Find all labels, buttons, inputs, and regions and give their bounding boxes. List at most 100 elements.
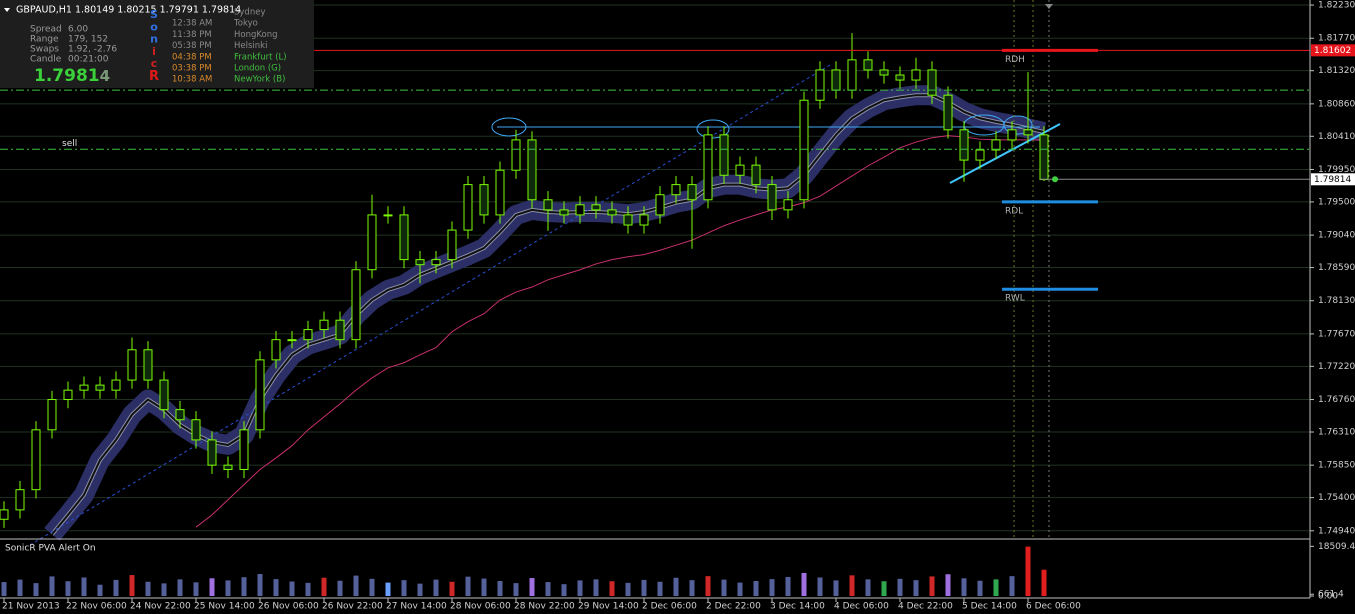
candle-body	[703, 134, 713, 201]
support-trendline	[949, 123, 1061, 184]
candle-body	[1039, 134, 1049, 181]
candle-body	[783, 199, 793, 211]
x-tick-label: 28 Nov 22:00	[514, 602, 575, 612]
candle-body	[943, 94, 953, 131]
volume-bar	[465, 576, 471, 596]
x-tick-label: 25 Nov 14:00	[194, 602, 255, 612]
sonic-letter: o	[150, 20, 158, 33]
volume-bar	[721, 579, 727, 596]
volume-bar	[673, 577, 679, 596]
x-tick-label: 6 Dec 06:00	[1026, 602, 1081, 612]
volume-bar	[657, 581, 663, 596]
volume-bar	[593, 579, 599, 596]
info-value: 00:21:00	[68, 55, 109, 65]
volume-bar	[145, 581, 151, 596]
candle-body	[495, 169, 505, 216]
volume-bar	[753, 580, 759, 596]
candle-body	[127, 349, 137, 381]
volume-bar	[273, 579, 279, 596]
x-tick-label: 22 Nov 06:00	[66, 602, 127, 612]
session-time: 12:38 AM	[172, 19, 212, 29]
candle-body	[1023, 129, 1033, 136]
candle-body	[351, 269, 361, 341]
y-tick-label: 1.75850	[1318, 461, 1355, 471]
volume-bar	[897, 578, 903, 596]
candle-body	[47, 399, 57, 431]
volume-bar	[1009, 576, 1015, 596]
session-time: 03:38 PM	[172, 64, 212, 74]
session-time: 04:38 PM	[172, 52, 212, 62]
volume-bar	[241, 577, 247, 596]
candle-body	[863, 59, 873, 71]
sonic-letter: i	[152, 45, 156, 58]
x-tick-label: 3 Dec 14:00	[770, 602, 825, 612]
info-value: 6.00	[68, 25, 88, 35]
candle-body	[463, 184, 473, 231]
y-tick-label: 1.76760	[1318, 395, 1355, 405]
volume-bar	[993, 579, 999, 596]
volume-bar	[385, 582, 391, 596]
info-label: Range	[30, 35, 59, 45]
volume-bar	[833, 580, 839, 596]
volume-bar	[1025, 546, 1031, 596]
candle-body	[959, 129, 969, 161]
volume-bar	[865, 579, 871, 596]
big-price-main: 1.7981	[34, 66, 100, 86]
candle-body	[319, 319, 329, 331]
volume-bar	[17, 579, 23, 596]
candle-body	[335, 319, 345, 341]
session-city: Frankfurt (L)	[234, 52, 287, 62]
x-tick-label: 26 Nov 22:00	[322, 602, 383, 612]
level-name: RDL	[1005, 206, 1023, 216]
candle-body	[991, 139, 1001, 151]
big-price: 1.79814	[34, 66, 110, 86]
x-tick-label: 29 Nov 14:00	[578, 602, 639, 612]
candle-body	[687, 184, 697, 201]
volume-bar	[705, 576, 711, 596]
session-city: NewYork (B)	[234, 75, 285, 85]
info-value: 179, 152	[68, 35, 108, 45]
candle-body	[415, 259, 425, 266]
last-price-dot	[1052, 176, 1058, 183]
volume-bar	[641, 579, 647, 596]
volume-layer: 18509.4 661.40.00	[1, 542, 1355, 602]
menu-triangle[interactable]	[4, 8, 10, 12]
volume-bar	[33, 583, 39, 596]
x-tick-label: 24 Nov 22:00	[130, 602, 191, 612]
info-panel	[0, 0, 314, 88]
candle-body	[63, 389, 73, 401]
symbol-title: GBPAUD,H1 1.80149 1.80215 1.79791 1.7981…	[16, 5, 241, 16]
x-tick-label: 21 Nov 2013	[2, 602, 60, 612]
candle-body	[815, 69, 825, 101]
y-tick-label: 1.81320	[1318, 66, 1355, 76]
candle-body	[719, 134, 729, 176]
volume-bar	[1041, 569, 1047, 596]
big-price-last: 4	[100, 67, 110, 85]
candle-body	[927, 69, 937, 96]
candle-layer	[0, 33, 1049, 528]
shift-marker	[1045, 4, 1053, 9]
candle-body	[287, 339, 297, 342]
session-time: 05:38 PM	[172, 41, 212, 51]
candle-body	[111, 379, 121, 391]
last-price-label: 1.79814	[1314, 175, 1351, 185]
volume-bar	[929, 576, 935, 596]
volume-bar	[497, 580, 503, 596]
candle-body	[303, 329, 313, 341]
candle-body	[95, 384, 105, 391]
x-tick-label: 28 Nov 06:00	[450, 602, 511, 612]
volume-bar	[209, 578, 215, 596]
level-price-box	[1311, 44, 1355, 57]
candle-body	[591, 204, 601, 211]
y-tick-label: 0.00	[1318, 592, 1338, 602]
info-value: 1.92, -2.76	[68, 45, 117, 55]
volume-bar	[689, 580, 695, 596]
candle-body	[15, 489, 25, 511]
candle-body	[479, 184, 489, 216]
volume-bar	[913, 580, 919, 596]
volume-bar	[305, 582, 311, 596]
candle-body	[0, 509, 9, 520]
last-price-box	[1311, 173, 1355, 186]
session-city: Helsinki	[234, 41, 267, 51]
